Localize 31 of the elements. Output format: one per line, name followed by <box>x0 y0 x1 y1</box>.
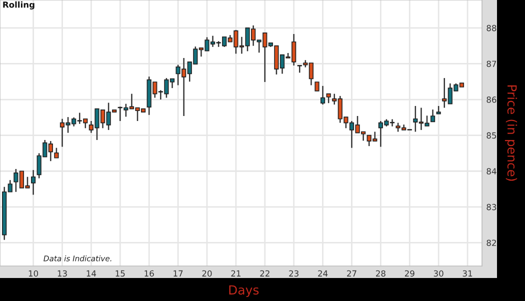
x-tick-label: 10 <box>28 270 38 277</box>
y-tick-label: 86 <box>486 96 496 103</box>
candlestick <box>30 169 36 196</box>
x-tick-label: 14 <box>86 270 96 276</box>
x-tick-label: 28 <box>376 270 386 277</box>
x-tick-label: 21 <box>231 270 240 276</box>
y-axis-title: Price (in pence) <box>504 85 518 181</box>
candlestick <box>54 147 59 159</box>
y-tick-label: 82 <box>486 240 496 246</box>
x-tick-label: 20 <box>202 270 212 277</box>
x-tick-label: 17 <box>174 270 183 276</box>
y-tick-label: 88 <box>486 24 496 32</box>
y-tick-label: 83 <box>486 204 496 210</box>
x-tick-label: 23 <box>289 270 298 277</box>
x-tick-label: 31 <box>462 270 472 277</box>
x-tick-label: 16 <box>144 270 154 277</box>
y-tick-label: 85 <box>486 132 496 139</box>
candlestick <box>326 93 331 104</box>
x-tick-label: 30 <box>434 270 444 277</box>
candlestick <box>430 108 436 122</box>
x-axis-title: Days <box>229 285 259 298</box>
x-tick-label: 13 <box>58 270 67 277</box>
x-tick-label: 24 <box>318 270 328 276</box>
y-tick-label: 87 <box>486 60 496 68</box>
y-tick-label: 84 <box>486 168 496 174</box>
x-tick-label: 22 <box>260 270 270 276</box>
x-tick-label: 29 <box>404 270 414 277</box>
candlestick <box>320 85 326 106</box>
x-tick-label: 15 <box>116 270 125 277</box>
chart-title: Rolling <box>3 1 34 10</box>
x-tick-label: 27 <box>347 270 356 276</box>
